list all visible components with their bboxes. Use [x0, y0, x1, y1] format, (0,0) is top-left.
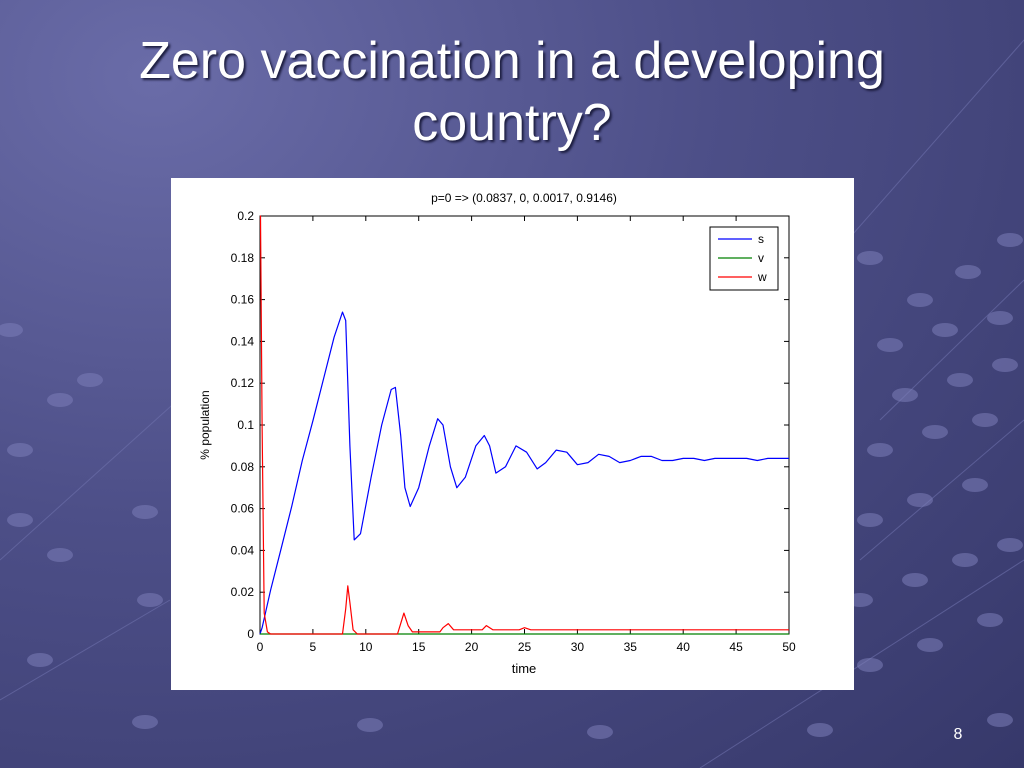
background-dot — [137, 593, 163, 607]
y-tick-label: 0.12 — [231, 376, 255, 390]
background-dot — [917, 638, 943, 652]
title-line-2: country? — [412, 94, 612, 152]
chart-title: p=0 => (0.0837, 0, 0.0017, 0.9146) — [431, 191, 617, 205]
background-dot — [857, 513, 883, 527]
background-dot — [907, 293, 933, 307]
page-number: 8 — [953, 726, 963, 743]
y-axis-label: % population — [198, 390, 212, 459]
series-line-s — [259, 311, 789, 635]
background-dot — [932, 323, 958, 337]
x-tick-label: 5 — [310, 640, 317, 654]
x-tick-label: 50 — [782, 640, 796, 654]
line-chart: p=0 => (0.0837, 0, 0.0017, 0.9146) time … — [198, 191, 796, 676]
background-dot — [902, 573, 928, 587]
x-axis-label: time — [512, 661, 537, 676]
x-tick-label: 15 — [412, 640, 426, 654]
legend-label-w: w — [757, 270, 767, 284]
background-dot — [922, 425, 948, 439]
background-line — [0, 379, 201, 561]
y-tick-label: 0.18 — [231, 251, 255, 265]
background-dot — [7, 513, 33, 527]
background-dot — [977, 613, 1003, 627]
background-dot — [0, 323, 23, 337]
y-tick-label: 0.14 — [231, 334, 255, 348]
background-dot — [952, 553, 978, 567]
y-tick-label: 0.1 — [237, 418, 254, 432]
background-dot — [132, 505, 158, 519]
x-tick-label: 10 — [359, 640, 373, 654]
background-dot — [907, 493, 933, 507]
background-dot — [857, 251, 883, 265]
background-dot — [7, 443, 33, 457]
slide-title: Zero vaccination in a developing country… — [60, 30, 964, 154]
y-tick-label: 0.08 — [231, 460, 255, 474]
chart-figure: p=0 => (0.0837, 0, 0.0017, 0.9146) time … — [171, 178, 854, 690]
x-tick-label: 30 — [571, 640, 585, 654]
background-dot — [877, 338, 903, 352]
series-line-w — [259, 215, 789, 635]
x-tick-label: 25 — [518, 640, 532, 654]
background-dot — [132, 715, 158, 729]
y-tick-label: 0.2 — [237, 209, 254, 223]
chart-legend: svw — [709, 226, 779, 291]
title-line-1: Zero vaccination in a developing — [139, 32, 885, 90]
y-tick-label: 0.02 — [231, 585, 255, 599]
x-tick-label: 35 — [624, 640, 638, 654]
y-tick-label: 0.04 — [231, 543, 255, 557]
background-dot — [972, 413, 998, 427]
background-dot — [997, 233, 1023, 247]
x-tick-label: 20 — [465, 640, 479, 654]
y-tick-label: 0.16 — [231, 293, 255, 307]
background-dot — [955, 265, 981, 279]
background-line — [829, 39, 1024, 261]
x-tick-label: 0 — [257, 640, 264, 654]
plot-area — [259, 215, 790, 635]
background-line — [859, 419, 1024, 561]
background-dot — [987, 713, 1013, 727]
y-tick-label: 0 — [247, 627, 254, 641]
x-axis-ticks: 0 5 10 15 20 25 30 35 40 45 50 — [257, 216, 796, 654]
legend-label-v: v — [758, 251, 764, 265]
x-tick-label: 40 — [677, 640, 691, 654]
background-dot — [357, 718, 383, 732]
legend-label-s: s — [758, 232, 764, 246]
background-dot — [997, 538, 1023, 552]
background-dot — [992, 358, 1018, 372]
background-dot — [987, 311, 1013, 325]
background-dot — [867, 443, 893, 457]
background-dot — [807, 723, 833, 737]
background-dot — [892, 388, 918, 402]
background-dot — [587, 725, 613, 739]
background-dot — [27, 653, 53, 667]
background-dot — [77, 373, 103, 387]
background-dot — [857, 658, 883, 672]
background-dot — [47, 548, 73, 562]
background-dot — [962, 478, 988, 492]
y-tick-label: 0.06 — [231, 502, 255, 516]
background-dot — [47, 393, 73, 407]
background-line — [0, 599, 171, 701]
background-dot — [947, 373, 973, 387]
series-lines — [259, 215, 789, 635]
x-tick-label: 45 — [729, 640, 743, 654]
